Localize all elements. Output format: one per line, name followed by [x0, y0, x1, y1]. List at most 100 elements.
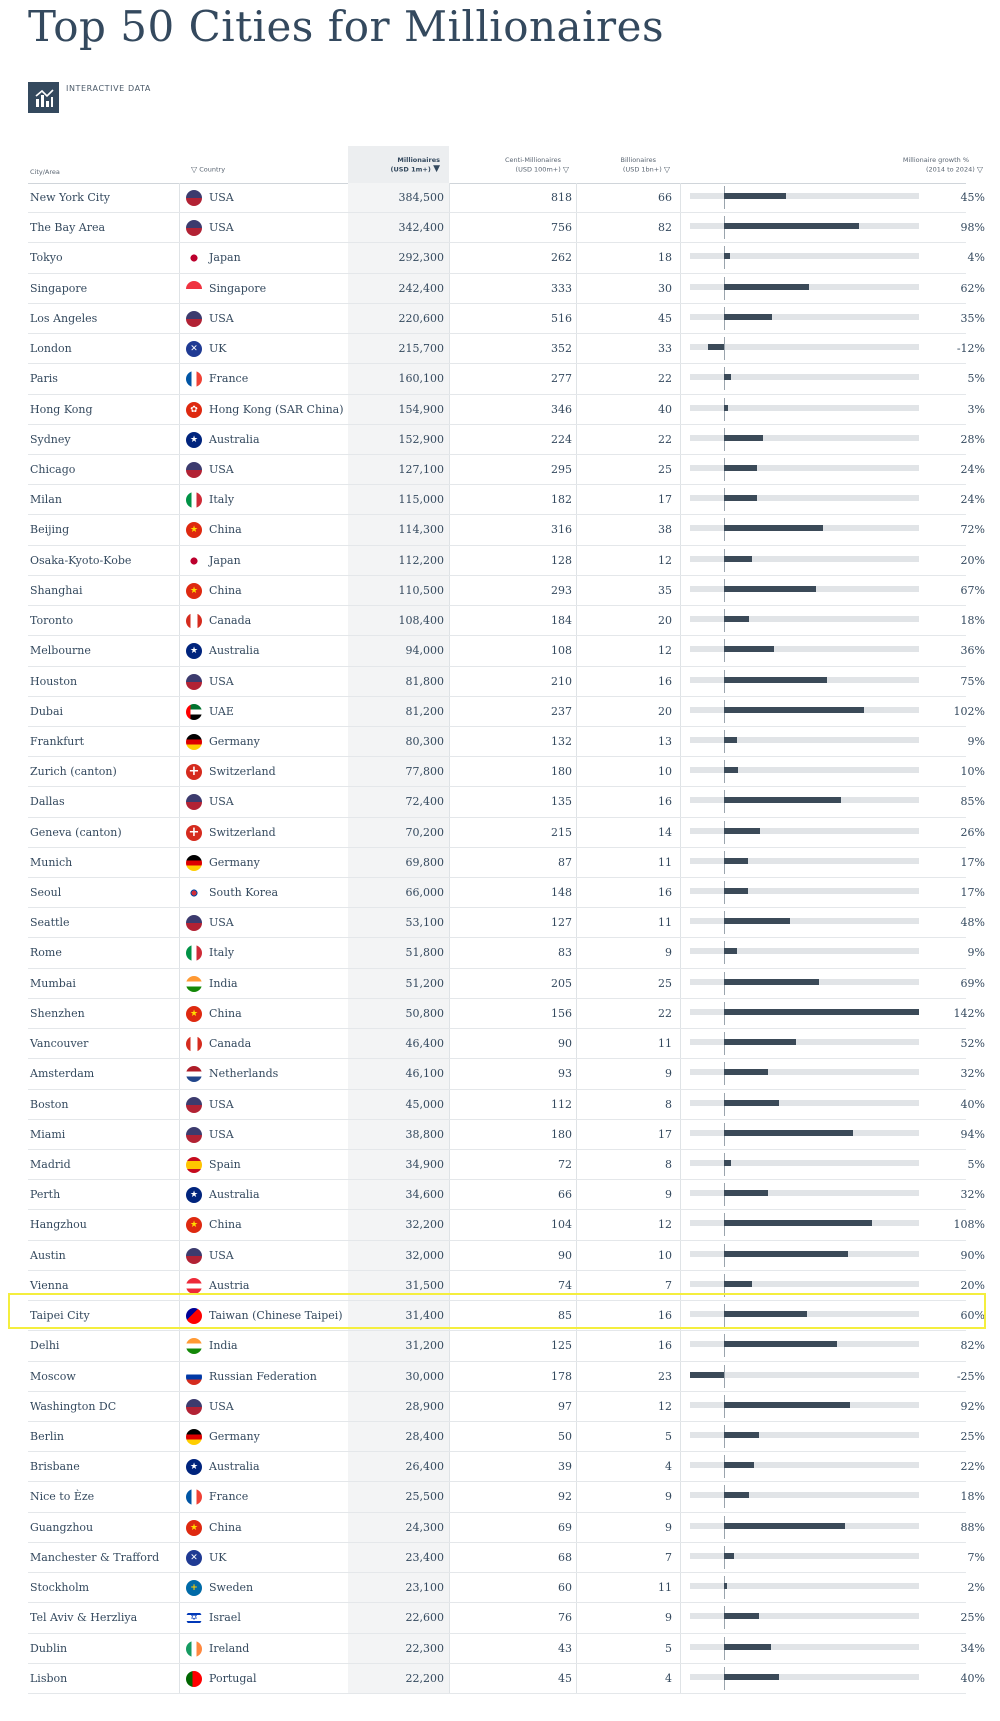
growth-percent: 2% — [967, 1581, 985, 1595]
country-name: USA — [209, 1127, 234, 1141]
country-name: Italy — [209, 946, 235, 960]
col-centi-header[interactable]: Centi-Millionaires (USD 100m+) ▽ — [505, 156, 569, 174]
centi-millionaires-value: 224 — [551, 432, 572, 446]
billionaires-value: 35 — [658, 583, 672, 597]
centi-millionaires-value: 818 — [551, 191, 572, 204]
growth-bar — [724, 1401, 851, 1408]
growth-bar — [724, 1069, 769, 1076]
growth-percent: 5% — [967, 372, 985, 386]
col-billionaires-header[interactable]: Billionaires (USD 1bn+) ▽ — [620, 156, 670, 174]
growth-percent: 52% — [960, 1037, 985, 1051]
millionaires-value: 70,200 — [405, 825, 445, 839]
col-millionaires-header[interactable]: Millionaires (USD 1m+) ▼ — [390, 156, 441, 174]
growth-percent: 36% — [960, 644, 985, 658]
table-row: Washington DC USA 28,900 97 12 92% — [28, 1392, 985, 1422]
growth-bar-track — [690, 1643, 919, 1650]
millionaires-value: 127,100 — [398, 462, 445, 476]
centi-millionaires-value: 69 — [558, 1520, 572, 1534]
millionaires-value: 72,400 — [405, 795, 445, 809]
country-name: Sweden — [209, 1581, 254, 1595]
growth-percent: 60% — [960, 1309, 985, 1323]
city-name: Munich — [30, 855, 73, 869]
country-name: USA — [209, 916, 234, 930]
city-name: Delhi — [30, 1339, 60, 1353]
growth-bar — [724, 616, 749, 623]
centi-millionaires-value: 76 — [558, 1611, 572, 1625]
growth-bar — [724, 767, 738, 774]
highlight-box — [8, 1293, 986, 1329]
millionaires-value: 342,400 — [398, 221, 445, 235]
country-name: USA — [209, 1399, 234, 1413]
table-row: Taipei City Taiwan (Chinese Taipei) 31,400… — [28, 1301, 985, 1332]
growth-bar — [724, 978, 819, 985]
city-name: Madrid — [30, 1158, 71, 1171]
city-name: Stockholm — [30, 1581, 90, 1595]
growth-percent: 67% — [960, 583, 985, 597]
millionaires-value: 22,300 — [405, 1641, 445, 1655]
billionaires-value: 22 — [658, 372, 672, 386]
growth-zero-line — [724, 1364, 726, 1388]
growth-bar — [724, 1431, 759, 1438]
centi-millionaires-value: 210 — [551, 674, 572, 688]
table-row: Munich Germany 69,800 87 11 17% — [28, 848, 985, 879]
growth-bar — [724, 676, 828, 683]
city-name: Dallas — [30, 795, 65, 809]
city-name: Austin — [30, 1248, 66, 1262]
table-row: Moscow Russian Federation 30,000 178 23 -25% — [28, 1362, 985, 1392]
city-name: Brisbane — [30, 1460, 80, 1474]
growth-percent: 20% — [960, 1278, 985, 1292]
cn-flag-icon: ★ — [186, 1005, 202, 1022]
growth-percent: 62% — [960, 281, 985, 295]
centi-millionaires-value: 128 — [551, 553, 572, 567]
millionaires-value: 32,000 — [405, 1248, 445, 1262]
growth-bar-track — [690, 313, 919, 320]
table-row: Brisbane ★ Australia 26,400 39 4 22% — [28, 1452, 985, 1483]
billionaires-value: 16 — [658, 674, 672, 688]
country-name: Canada — [209, 1037, 252, 1051]
centi-millionaires-value: 104 — [551, 1218, 572, 1232]
growth-bar — [724, 1311, 807, 1318]
country-name: USA — [209, 311, 234, 325]
cn-flag-icon: ★ — [186, 1519, 202, 1536]
growth-percent: 98% — [960, 221, 985, 235]
country-name: Switzerland — [209, 765, 276, 779]
centi-millionaires-value: 178 — [551, 1369, 572, 1383]
sort-down-icon: ▽ — [976, 165, 983, 174]
growth-percent: 32% — [960, 1067, 985, 1081]
us-flag-icon — [186, 1398, 202, 1415]
centi-millionaires-value: 127 — [551, 916, 572, 930]
city-name: Melbourne — [30, 644, 91, 658]
billionaires-value: 4 — [665, 1671, 672, 1685]
city-name: Rome — [30, 946, 62, 960]
growth-bar-track — [690, 1462, 919, 1469]
table-row: New York City USA 384,500 818 66 45% — [28, 183, 985, 214]
country-name: India — [209, 976, 238, 990]
millionaires-value: 80,300 — [405, 734, 445, 748]
centi-millionaires-value: 148 — [551, 886, 572, 900]
billionaires-value: 82 — [658, 221, 672, 235]
city-name: Miami — [30, 1127, 66, 1141]
hk-flag-icon: ✿ — [186, 401, 202, 418]
billionaires-value: 16 — [658, 1339, 672, 1353]
growth-percent: 94% — [960, 1127, 985, 1141]
col-country-header[interactable]: ▽ Country — [191, 165, 226, 174]
table-row: Vienna Austria 31,500 74 7 20% — [28, 1271, 985, 1302]
billionaires-value: 5 — [665, 1641, 672, 1655]
growth-bar — [724, 1160, 732, 1166]
in-flag-icon — [186, 1338, 202, 1355]
growth-percent: 32% — [960, 1188, 985, 1202]
city-name: Osaka-Kyoto-Kobe — [30, 553, 132, 567]
table-row: Boston USA 45,000 112 8 40% — [28, 1090, 985, 1120]
growth-percent: 69% — [960, 976, 985, 990]
growth-bar — [724, 525, 823, 532]
millionaires-value: 34,900 — [405, 1158, 445, 1171]
col-city-header[interactable]: City/Area — [30, 168, 60, 176]
growth-bar — [724, 888, 748, 895]
us-flag-icon — [186, 1096, 202, 1113]
city-name: Frankfurt — [30, 734, 85, 748]
centi-millionaires-value: 125 — [551, 1339, 572, 1353]
city-name: Taipei City — [30, 1309, 90, 1323]
col-growth-header[interactable]: Millionaire growth % (2014 to 2024) ▽ — [902, 156, 983, 174]
growth-bar — [724, 313, 773, 320]
millionaires-value: 31,500 — [405, 1278, 445, 1292]
